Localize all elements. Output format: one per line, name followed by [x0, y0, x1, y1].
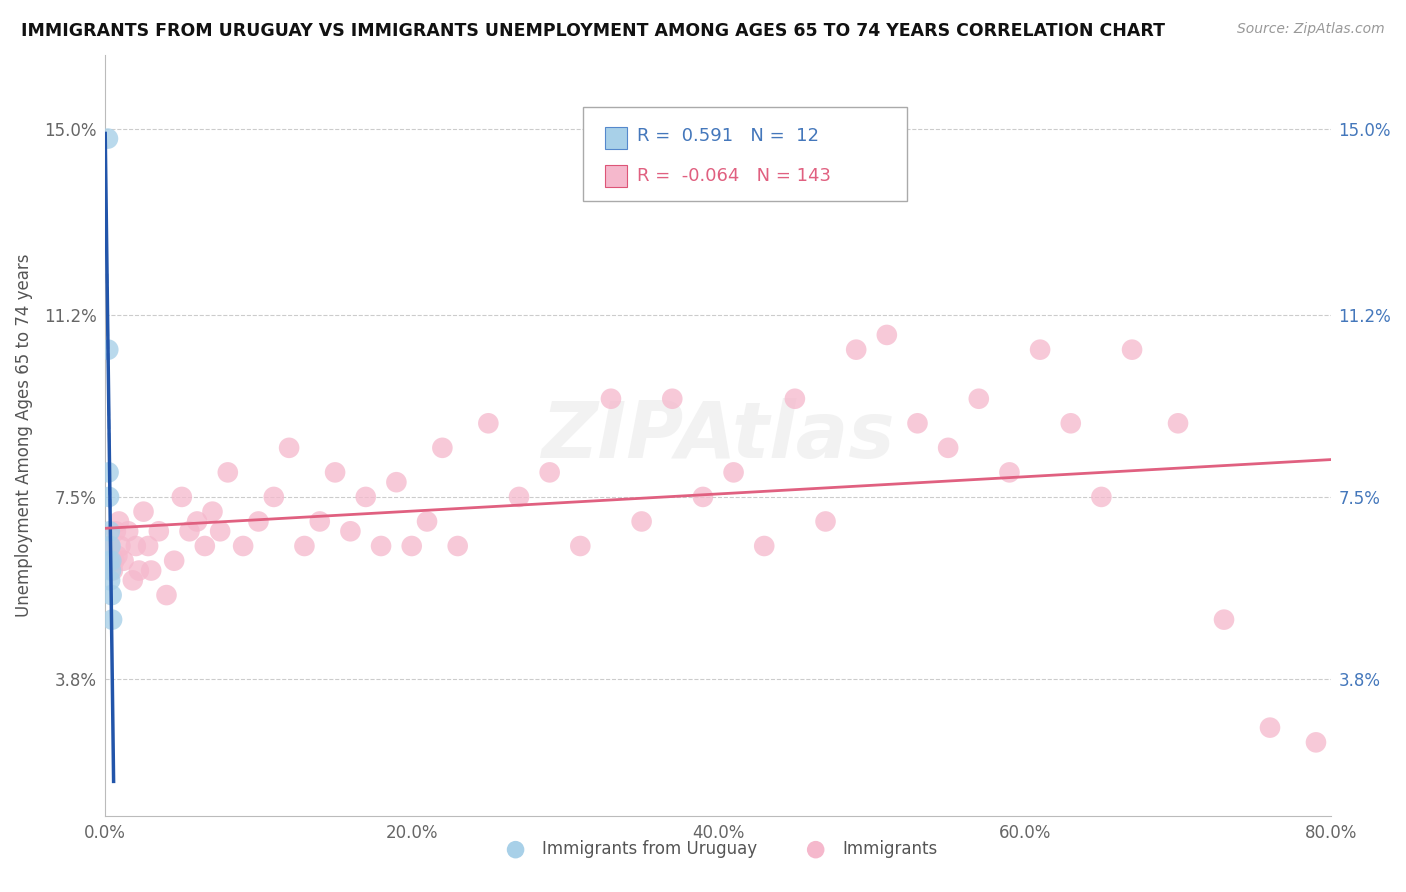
Point — [630, 515, 652, 529]
Point — [132, 505, 155, 519]
Y-axis label: Unemployment Among Ages 65 to 74 years: Unemployment Among Ages 65 to 74 years — [15, 254, 32, 617]
Point — [97, 131, 120, 145]
Point — [508, 490, 530, 504]
Point — [117, 524, 139, 539]
Point — [278, 441, 301, 455]
Point — [538, 466, 561, 480]
Point — [98, 539, 121, 553]
Text: IMMIGRANTS FROM URUGUAY VS IMMIGRANTS UNEMPLOYMENT AMONG AGES 65 TO 74 YEARS COR: IMMIGRANTS FROM URUGUAY VS IMMIGRANTS UN… — [21, 22, 1166, 40]
Point — [1029, 343, 1052, 357]
Point — [967, 392, 990, 406]
Point — [232, 539, 254, 553]
Point — [754, 539, 776, 553]
Point — [814, 515, 837, 529]
Point — [209, 524, 232, 539]
Text: ZIPAtlas: ZIPAtlas — [541, 398, 896, 474]
Point — [98, 490, 121, 504]
Point — [1060, 417, 1083, 431]
Point — [339, 524, 361, 539]
Point — [125, 539, 148, 553]
Point — [1121, 343, 1143, 357]
Point — [907, 417, 929, 431]
Point — [1305, 735, 1327, 749]
Point — [323, 466, 346, 480]
Point — [101, 564, 124, 578]
Point — [1090, 490, 1112, 504]
Point — [432, 441, 454, 455]
Point — [201, 505, 224, 519]
Point — [108, 515, 131, 529]
Point — [104, 524, 127, 539]
Point — [477, 417, 499, 431]
Point — [179, 524, 201, 539]
Point — [170, 490, 193, 504]
Point — [163, 554, 186, 568]
Point — [600, 392, 623, 406]
Point — [661, 392, 683, 406]
Point — [354, 490, 377, 504]
Point — [148, 524, 170, 539]
Point — [100, 539, 122, 553]
Point — [98, 554, 121, 568]
Point — [1167, 417, 1189, 431]
Point — [783, 392, 806, 406]
Point — [128, 564, 150, 578]
Point — [98, 574, 121, 588]
Point — [723, 466, 745, 480]
Point — [110, 539, 132, 553]
Point — [569, 539, 592, 553]
Point — [263, 490, 285, 504]
Point — [401, 539, 423, 553]
Text: R =  -0.064   N = 143: R = -0.064 N = 143 — [637, 167, 831, 185]
Point — [103, 554, 125, 568]
Point — [416, 515, 439, 529]
Point — [308, 515, 330, 529]
Legend: Immigrants from Uruguay, Immigrants: Immigrants from Uruguay, Immigrants — [492, 833, 945, 864]
Point — [1213, 613, 1236, 627]
Point — [1258, 721, 1281, 735]
Point — [194, 539, 217, 553]
Point — [100, 554, 122, 568]
Point — [876, 327, 898, 342]
Point — [247, 515, 270, 529]
Point — [186, 515, 208, 529]
Point — [447, 539, 470, 553]
Point — [136, 539, 159, 553]
Point — [100, 564, 122, 578]
Point — [155, 588, 177, 602]
Point — [100, 588, 122, 602]
Point — [936, 441, 959, 455]
Point — [121, 574, 143, 588]
Point — [97, 343, 120, 357]
Point — [141, 564, 163, 578]
Point — [692, 490, 714, 504]
Point — [385, 475, 408, 490]
Point — [998, 466, 1021, 480]
Point — [217, 466, 239, 480]
Point — [97, 466, 120, 480]
Point — [370, 539, 392, 553]
Point — [112, 554, 135, 568]
Point — [107, 549, 129, 563]
Text: R =  0.591   N =  12: R = 0.591 N = 12 — [637, 128, 818, 145]
Text: Source: ZipAtlas.com: Source: ZipAtlas.com — [1237, 22, 1385, 37]
Point — [845, 343, 868, 357]
Point — [98, 524, 121, 539]
Point — [101, 613, 124, 627]
Point — [294, 539, 316, 553]
